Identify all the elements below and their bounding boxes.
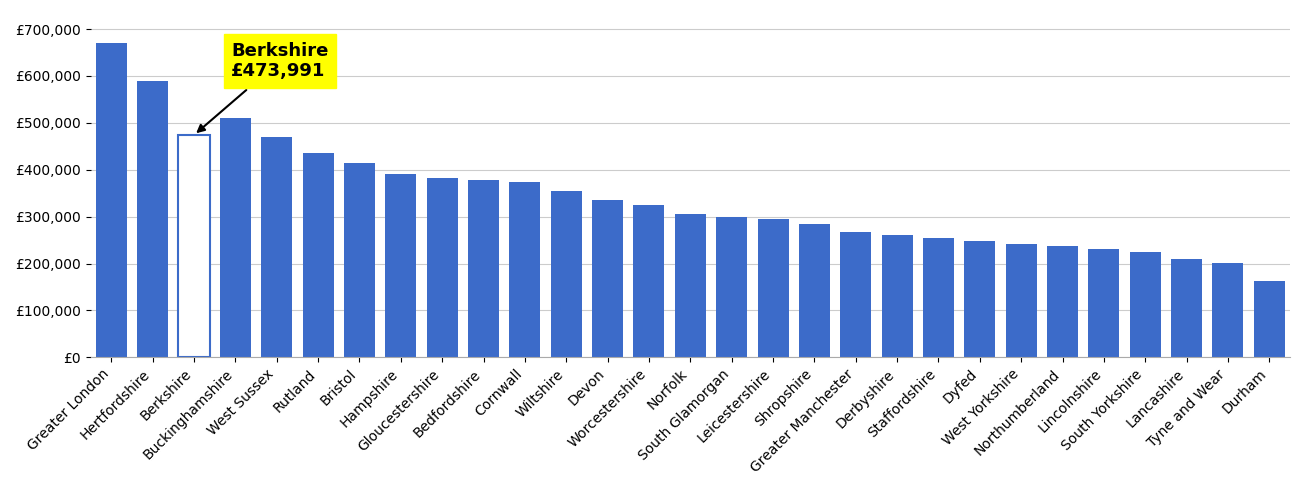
Bar — [757, 219, 788, 357]
Bar — [385, 174, 416, 357]
Bar — [1006, 244, 1036, 357]
Bar — [261, 137, 292, 357]
Bar — [1088, 248, 1120, 357]
Bar — [551, 191, 582, 357]
Bar — [675, 214, 706, 357]
Bar — [716, 217, 748, 357]
Bar — [427, 178, 458, 357]
Bar — [1171, 259, 1202, 357]
Text: Berkshire
£473,991: Berkshire £473,991 — [198, 42, 329, 132]
Bar — [179, 135, 210, 357]
Bar — [137, 81, 168, 357]
Bar — [1212, 263, 1244, 357]
Bar — [592, 200, 622, 357]
Bar — [1047, 246, 1078, 357]
Bar — [840, 232, 872, 357]
Bar — [509, 182, 540, 357]
Bar — [1130, 252, 1160, 357]
Bar — [799, 224, 830, 357]
Bar — [345, 163, 375, 357]
Bar — [882, 235, 912, 357]
Bar — [95, 43, 127, 357]
Bar — [964, 241, 996, 357]
Bar — [219, 118, 251, 357]
Bar — [1254, 281, 1285, 357]
Bar — [923, 238, 954, 357]
Bar — [468, 180, 499, 357]
Bar — [633, 205, 664, 357]
Bar — [303, 153, 334, 357]
